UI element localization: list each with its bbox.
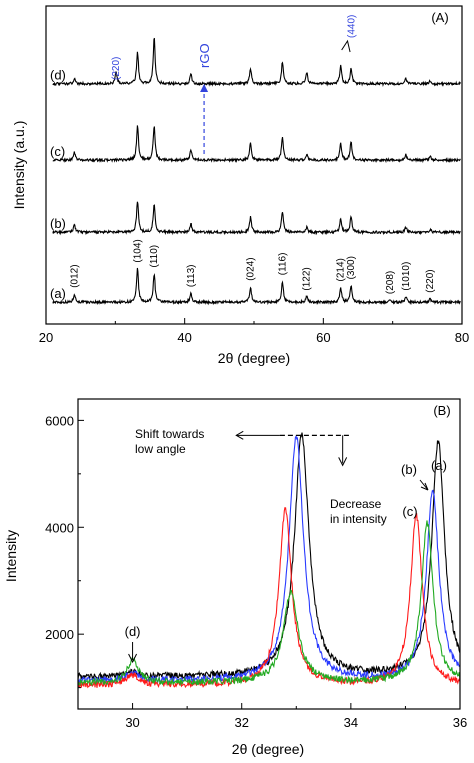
reflection-label: (220) — [425, 269, 436, 292]
reflection-label: (300) — [346, 256, 357, 279]
series-line — [77, 507, 461, 689]
series-line — [52, 267, 461, 306]
panel-b-frame — [77, 398, 461, 710]
reflection-label: (214) — [336, 258, 347, 281]
panel-a-label: (A) — [431, 10, 448, 25]
panel-a-annotations: (012) (104) (110) (113) (024) (116) (122) (214)… — [69, 15, 436, 294]
rgo-arrow-head — [200, 84, 209, 92]
decrease-arrow-head — [338, 457, 348, 467]
shift-label-line: Shift towards — [135, 427, 204, 441]
series-line — [52, 37, 462, 88]
series-line — [77, 520, 461, 687]
panel-a-x-ticks: 20 40 60 80 — [39, 318, 469, 345]
series-label: (c) — [50, 144, 65, 159]
panel-b-label: (B) — [433, 403, 450, 418]
decrease-label-line: in intensity — [330, 512, 387, 526]
panel-b-annotations: Shift towards low angle Decrease in intensi… — [125, 427, 447, 664]
curve-label-d-arrow-head — [128, 653, 138, 664]
y-tick-label: 2000 — [45, 627, 74, 642]
panel-b-y-axis-label: Intensity — [3, 530, 19, 582]
panel-b-y-ticks: 2000 4000 6000 — [45, 413, 84, 689]
x-tick-label: 60 — [316, 330, 330, 345]
series-label: (d) — [50, 68, 66, 83]
curve-label-b-arrow — [419, 479, 429, 491]
curve-label-d: (d) — [125, 624, 141, 639]
series-label: (a) — [50, 286, 66, 301]
reflection-label: (113) — [186, 264, 197, 287]
panel-a-traces: (a) (b) (c) (d) — [50, 37, 462, 306]
decrease-label: Decrease in intensity — [330, 497, 387, 526]
panel-b-x-axis-label: 2θ (degree) — [232, 741, 304, 757]
shift-label: Shift towards low angle — [135, 427, 204, 456]
x-tick-label: 32 — [234, 715, 248, 730]
x-tick-label: 40 — [177, 330, 191, 345]
curve-label-a: (a) — [431, 458, 447, 473]
x-tick-label: 36 — [453, 715, 467, 730]
shift-label-line: low angle — [135, 442, 186, 456]
reflection-label: (012) — [69, 264, 80, 287]
x-tick-label: 30 — [125, 715, 139, 730]
panel-b-x-ticks: 30 32 34 36 — [125, 703, 467, 730]
x-tick-label: 80 — [455, 330, 469, 345]
panel-b-traces — [77, 432, 461, 689]
reflection-label: (208) — [385, 271, 396, 294]
x-tick-label: 20 — [39, 330, 53, 345]
reflection-label: (110) — [149, 245, 160, 268]
annotation-440: (440) — [347, 15, 358, 38]
reflection-label: (122) — [302, 267, 313, 290]
curve-label-b: (b) — [401, 462, 417, 477]
annotation-440-bracket — [341, 39, 351, 53]
series-label: (b) — [50, 216, 66, 231]
y-tick-label: 4000 — [45, 520, 74, 535]
reflection-label: (116) — [277, 253, 288, 276]
reflection-label: (1010) — [401, 262, 412, 291]
shift-arrow-head — [235, 430, 244, 440]
series-line — [77, 434, 461, 685]
annotation-rgo: rGO — [197, 43, 212, 68]
series-line — [52, 201, 461, 236]
curve-label-c: (c) — [402, 504, 417, 519]
reflection-label: (104) — [133, 239, 144, 262]
panel-b: Shift towards low angle Decrease in intensi… — [3, 398, 467, 757]
decrease-label-line: Decrease — [330, 497, 382, 511]
panel-a-x-axis-label: 2θ (degree) — [218, 350, 290, 366]
x-tick-label: 34 — [344, 715, 358, 730]
reflection-label: (024) — [246, 257, 257, 280]
annotation-220: (220) — [111, 57, 122, 80]
y-tick-label: 6000 — [45, 413, 74, 428]
series-line — [52, 125, 461, 164]
panel-a: (a) (b) (c) (d) (012) (104) (110) (113) (024) (1… — [11, 5, 469, 366]
panel-a-y-axis-label: Intensity (a.u.) — [11, 121, 27, 210]
